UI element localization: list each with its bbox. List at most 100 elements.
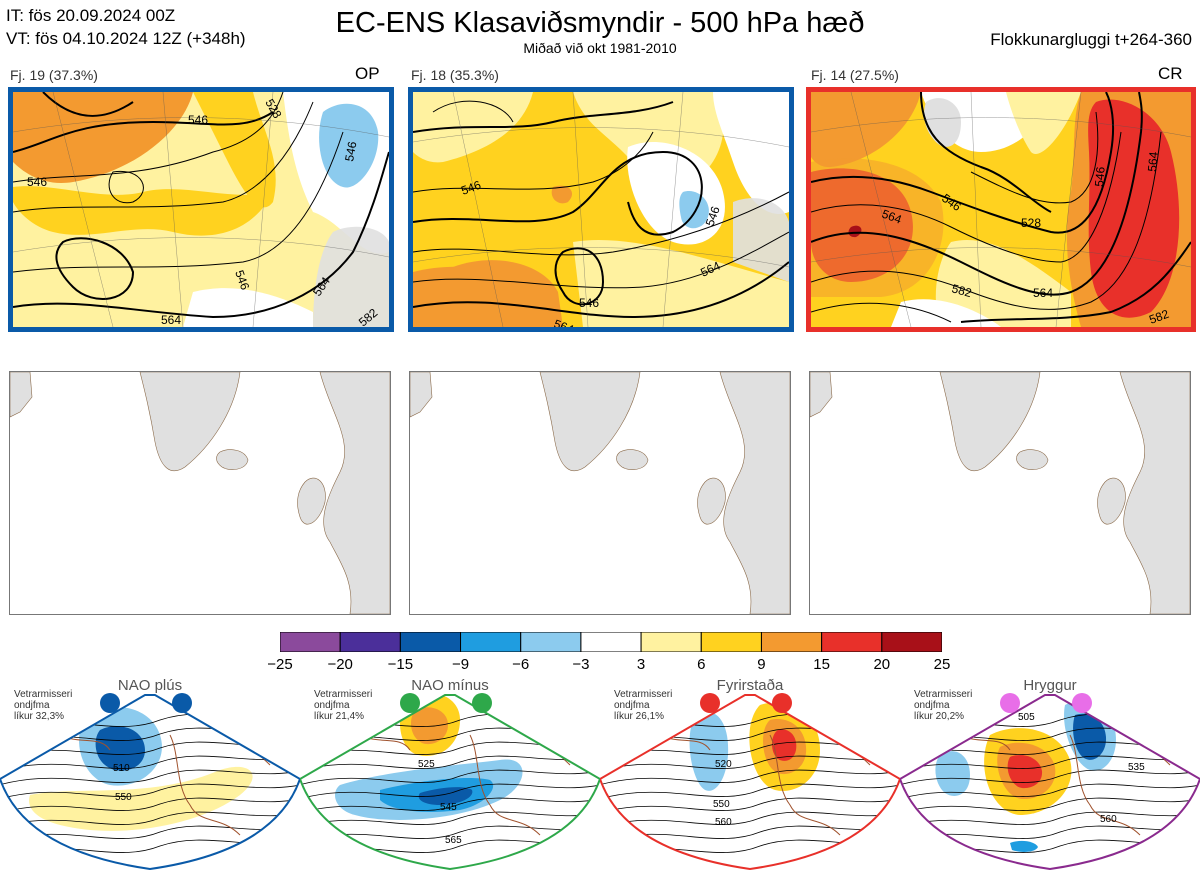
colorbar xyxy=(279,631,943,653)
regime-probability-note: Vetrarmisseri ondjfma líkur 32,3% xyxy=(14,689,72,722)
anomaly-shading xyxy=(418,787,473,805)
anomaly-shading xyxy=(1007,754,1043,789)
regime-contour-label: 560 xyxy=(1100,814,1117,825)
cluster-3-map: 546 528 564 582 564 546 564 582 xyxy=(806,87,1196,332)
regime-probability-note: Vetrarmisseri ondjfma líkur 21,4% xyxy=(314,689,372,722)
contour-label: 546 xyxy=(232,268,252,292)
regime-contour-label: 545 xyxy=(440,802,457,813)
contour-label: 582 xyxy=(675,325,695,327)
regime-note-line: ondjfma xyxy=(314,700,350,711)
regime-contour-label: 565 xyxy=(445,835,462,846)
classification-window: Flokkunargluggi t+264-360 xyxy=(990,30,1192,49)
contour-label: 564 xyxy=(1145,151,1161,172)
regime-note-line: Vetrarmisseri xyxy=(914,689,973,700)
colorbar-tick-label: 6 xyxy=(697,656,706,673)
height-contour xyxy=(0,779,300,806)
regime-title: NAO mínus xyxy=(411,677,489,694)
regime-contour-label: 550 xyxy=(713,799,730,810)
regime-panel: 525 545 565 NAO mínus Vetrarmisseri ondjfma lí… xyxy=(300,675,600,871)
contour-label: 546 xyxy=(1092,166,1108,187)
height-contour xyxy=(300,807,600,834)
regime-marker-dot xyxy=(172,693,192,713)
regime-note-line: líkur 26,1% xyxy=(614,711,665,722)
regime-contour-label: 510 xyxy=(113,763,130,774)
colorbar-swatch xyxy=(580,631,642,653)
regime-marker-dot xyxy=(772,693,792,713)
regime-panel: 510 550 NAO plús Vetrarmisseri ondjfma líkur … xyxy=(0,675,300,871)
cluster-3-label: Fj. 14 (27.5%) xyxy=(811,67,899,83)
regime-contour-label: 560 xyxy=(715,817,732,828)
colorbar-swatch xyxy=(700,631,762,653)
regime-title: Fyrirstaða xyxy=(716,677,784,694)
colorbar-swatch xyxy=(881,631,943,653)
cluster-1-code: OP xyxy=(355,64,380,83)
colorbar-swatch xyxy=(399,631,462,653)
regime-outline xyxy=(0,694,300,871)
anomaly-shading xyxy=(1073,713,1107,760)
colorbar-tick-label: −9 xyxy=(451,656,470,673)
regime-contour-label: 520 xyxy=(715,759,732,770)
anomaly-shading xyxy=(410,707,448,745)
contour-label: 564 xyxy=(161,313,181,327)
page-title: EC-ENS Klasaviðsmyndir - 500 hPa hæð xyxy=(335,7,865,39)
colorbar-swatch xyxy=(339,631,401,653)
cluster-3-code: CR xyxy=(1158,64,1183,83)
colorbar-swatch xyxy=(821,631,883,653)
colorbar-swatch xyxy=(760,631,823,653)
anomaly-shading xyxy=(29,766,253,831)
cluster-2-label: Fj. 18 (35.3%) xyxy=(411,67,499,83)
contour-label: 564 xyxy=(552,317,576,327)
page-subtitle: Miðað við okt 1981-2010 xyxy=(523,40,677,56)
height-contour xyxy=(600,793,900,820)
contour-label: 546 xyxy=(27,175,47,189)
contour-label: 546 xyxy=(188,113,208,127)
regime-note-line: Vetrarmisseri xyxy=(14,689,73,700)
colorbar-tick-label: 20 xyxy=(873,656,891,673)
colorbar-tick-label: −15 xyxy=(387,656,414,673)
regime-marker-dot xyxy=(1072,693,1092,713)
contour-label: 564 xyxy=(1033,286,1053,300)
colorbar-tick-label: 3 xyxy=(636,656,646,673)
regime-probability-note: Vetrarmisseri ondjfma líkur 26,1% xyxy=(614,689,672,722)
colorbar-swatch xyxy=(279,631,341,653)
height-contour xyxy=(300,793,600,820)
regime-note-line: ondjfma xyxy=(614,700,650,711)
regime-panel: 520 550 560 Fyrirstaða Vetrarmisseri ondjfma l… xyxy=(600,675,900,871)
contour-label: 564 xyxy=(880,207,904,227)
cluster-1-label: Fj. 19 (37.3%) xyxy=(10,67,98,83)
regime-marker-dot xyxy=(100,693,120,713)
colorbar-tick-label: −3 xyxy=(572,656,590,673)
run-info: IT: fös 20.09.2024 00Z VT: fös 04.10.202… xyxy=(6,4,246,50)
regime-note-line: líkur 32,3% xyxy=(14,711,65,722)
contour-label: 582 xyxy=(950,281,973,300)
contour-label: 546 xyxy=(579,296,599,310)
anomaly-shading xyxy=(689,711,729,791)
regime-note-line: ondjfma xyxy=(14,700,50,711)
init-time: IT: fös 20.09.2024 00Z xyxy=(6,6,176,25)
contour-label: 546 xyxy=(459,178,483,198)
height-contour xyxy=(300,765,600,792)
cluster-1-map: 546 546 546 546 564 528 564 582 xyxy=(8,87,394,332)
regime-contour-label: 535 xyxy=(1128,762,1145,773)
anomaly-map-3 xyxy=(809,371,1191,615)
height-contour xyxy=(0,765,300,792)
regime-marker-dot xyxy=(400,693,420,713)
contour-label: 546 xyxy=(703,204,723,228)
regime-marker-dot xyxy=(700,693,720,713)
anomaly-shading xyxy=(95,726,145,771)
regime-panel: 505 535 560 Hryggur Vetrarmisseri ondjfma líku… xyxy=(900,675,1200,871)
colorbar-tick-label: 9 xyxy=(757,656,766,673)
height-contour xyxy=(900,765,1200,792)
colorbar-tick-label: 25 xyxy=(933,656,951,673)
contour-label: 546 xyxy=(342,140,359,162)
anomaly-shading xyxy=(1010,840,1038,852)
regime-outline xyxy=(900,694,1200,871)
regime-marker-dot xyxy=(1000,693,1020,713)
regime-contour-label: 525 xyxy=(418,759,435,770)
contour-label: 582 xyxy=(1147,307,1171,327)
colorbar-tick-label: −20 xyxy=(327,656,353,673)
regime-note-line: ondjfma xyxy=(914,700,950,711)
regime-contour-label: 505 xyxy=(1018,712,1035,723)
regime-note-line: líkur 21,4% xyxy=(314,711,365,722)
contour-label: 528 xyxy=(1021,216,1041,230)
